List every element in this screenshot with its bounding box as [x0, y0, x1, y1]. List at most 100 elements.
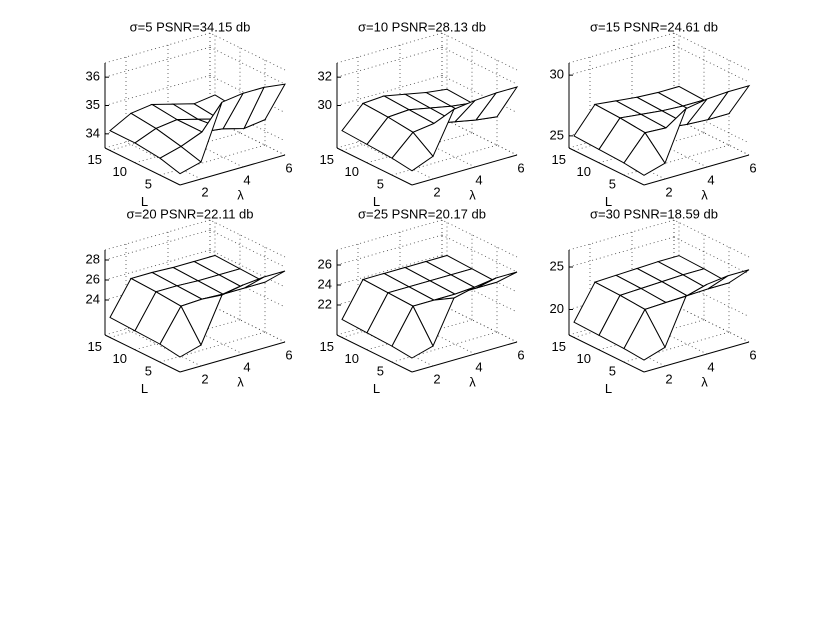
z-tick-label: 34 [86, 125, 100, 140]
y-axis [104, 147, 181, 186]
y-axis [104, 334, 181, 373]
x-axis [643, 154, 750, 186]
y-axis-label: L [373, 194, 380, 209]
surface-patch [391, 305, 434, 359]
grid-line [441, 117, 518, 156]
panel: 34 35 36 2 4 6 5 10 15 λ Lσ=5 PSNR=34.15 db [86, 19, 293, 209]
x-tick-label: 4 [707, 359, 714, 374]
chart-title: σ=30 PSNR=18.59 db [590, 206, 718, 221]
y-tick-label: 5 [145, 177, 152, 192]
x-axis [411, 154, 518, 186]
grid-line [673, 304, 750, 343]
x-tick-label: 6 [285, 347, 292, 362]
x-axis [411, 341, 518, 373]
grid-line [336, 46, 443, 78]
y-axis [568, 147, 645, 186]
y-axis-label: L [141, 194, 148, 209]
y-tick-label: 5 [377, 177, 384, 192]
y-axis [336, 334, 413, 373]
x-axis-label: λ [701, 374, 708, 389]
z-tick-label: 20 [550, 301, 564, 316]
y-tick-label: 10 [345, 351, 359, 366]
grid-line [104, 75, 211, 106]
box-edge [568, 219, 675, 251]
y-tick-label: 10 [113, 164, 127, 179]
z-tick-label: 25 [550, 127, 564, 142]
z-tick-label: 24 [318, 276, 332, 291]
y-axis [336, 147, 413, 186]
x-tick-label: 6 [749, 347, 756, 362]
box-edge [209, 219, 286, 258]
grid-line [104, 229, 211, 261]
box-edge [209, 32, 286, 71]
surface-patch [623, 308, 666, 361]
chart-title: σ=20 PSNR=22.11 db [126, 206, 253, 221]
z-tick-label: 36 [86, 69, 100, 84]
chart-title: σ=25 PSNR=20.17 db [358, 206, 486, 221]
chart-title: σ=5 PSNR=34.15 db [130, 19, 251, 34]
panel: 20 25 2 4 6 5 10 15 λ Lσ=30 PSNR=18.59 db [550, 206, 757, 396]
y-tick-label: 5 [145, 364, 152, 379]
x-tick-label: 6 [285, 160, 292, 175]
x-axis-label: λ [469, 187, 476, 202]
panel: 30 32 2 4 6 5 10 15 λ Lσ=10 PSNR=28.13 db [318, 19, 525, 209]
surface-patch [159, 145, 202, 175]
panel: 25 30 2 4 6 5 10 15 λ Lσ=15 PSNR=24.61 db [550, 19, 757, 209]
grid-line [441, 304, 518, 343]
z-tick-label: 26 [86, 271, 100, 286]
z-tick-label: 35 [86, 97, 100, 112]
surface-patch [623, 131, 666, 176]
y-tick-label: 5 [609, 364, 616, 379]
chart-title: σ=15 PSNR=24.61 db [590, 19, 718, 34]
z-tick-label: 25 [550, 258, 564, 273]
chart-title: σ=10 PSNR=28.13 db [358, 19, 486, 34]
y-axis-label: L [605, 381, 612, 396]
grid-line [336, 234, 443, 266]
x-tick-label: 4 [707, 172, 714, 187]
x-axis-label: λ [469, 374, 476, 389]
z-tick-label: 24 [86, 291, 100, 306]
x-tick-label: 6 [517, 347, 524, 362]
x-tick-label: 2 [665, 371, 672, 386]
y-tick-label: 10 [345, 164, 359, 179]
x-tick-label: 6 [517, 160, 524, 175]
box-edge [441, 219, 518, 258]
y-tick-label: 15 [552, 152, 566, 167]
z-tick-label: 30 [318, 97, 332, 112]
grid-line [568, 44, 675, 76]
z-tick-label: 22 [318, 296, 332, 311]
x-tick-label: 4 [475, 172, 482, 187]
x-tick-label: 2 [201, 371, 208, 386]
grid-line [673, 44, 750, 83]
x-tick-label: 2 [433, 184, 440, 199]
grid-line [104, 46, 211, 78]
grid-line [209, 304, 286, 343]
y-tick-label: 5 [377, 364, 384, 379]
y-tick-label: 15 [320, 152, 334, 167]
box-edge [104, 32, 211, 64]
y-tick-label: 15 [320, 339, 334, 354]
y-tick-label: 15 [88, 152, 102, 167]
x-tick-label: 2 [665, 184, 672, 199]
x-tick-label: 4 [243, 359, 250, 374]
x-axis-label: λ [237, 374, 244, 389]
x-axis [643, 341, 750, 373]
y-axis-label: L [373, 381, 380, 396]
x-tick-label: 4 [243, 172, 250, 187]
box-edge [673, 219, 750, 258]
x-axis [179, 341, 286, 373]
z-tick-label: 30 [550, 67, 564, 82]
grid-line [209, 46, 286, 85]
y-tick-label: 10 [577, 164, 591, 179]
box-edge [336, 32, 443, 64]
y-axis-label: L [141, 381, 148, 396]
y-tick-label: 5 [609, 177, 616, 192]
grid-line [441, 46, 518, 85]
x-axis-label: λ [237, 187, 244, 202]
y-tick-label: 10 [113, 351, 127, 366]
z-tick-label: 28 [86, 251, 100, 266]
box-edge [673, 32, 750, 71]
y-axis [568, 334, 645, 373]
